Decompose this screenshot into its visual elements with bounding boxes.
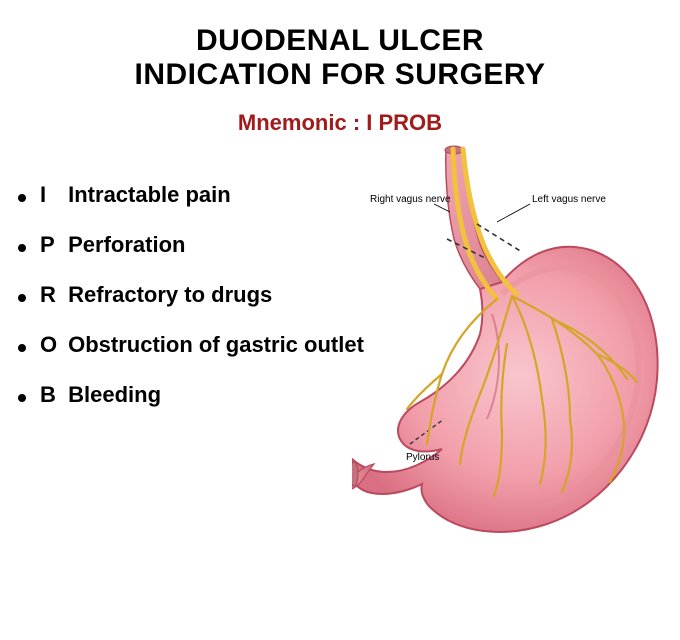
label-left-vagus: Left vagus nerve bbox=[532, 194, 606, 205]
mnemonic: Mnemonic : I PROB bbox=[0, 110, 680, 136]
stomach-diagram: Right vagus nerve Left vagus nerve Pylor… bbox=[352, 144, 672, 564]
bullet-icon bbox=[18, 294, 26, 302]
item-letter: P bbox=[40, 232, 62, 258]
bullet-icon bbox=[18, 244, 26, 252]
mnemonic-code: I PROB bbox=[366, 110, 442, 135]
item-text: I Intractable pain bbox=[40, 182, 231, 208]
item-label: Intractable pain bbox=[68, 182, 231, 207]
mnemonic-prefix: Mnemonic : bbox=[238, 110, 366, 135]
item-text: R Refractory to drugs bbox=[40, 282, 272, 308]
content-area: I Intractable pain P Perforation R Refra… bbox=[0, 164, 680, 604]
item-label: Obstruction of gastric outlet bbox=[68, 332, 364, 357]
item-label: Bleeding bbox=[68, 382, 161, 407]
item-letter: B bbox=[40, 382, 62, 408]
item-letter: O bbox=[40, 332, 62, 358]
title-line-2: INDICATION FOR SURGERY bbox=[0, 58, 680, 92]
title-line-1: DUODENAL ULCER bbox=[0, 24, 680, 58]
item-text: B Bleeding bbox=[40, 382, 161, 408]
label-pylorus: Pylorus bbox=[406, 452, 439, 463]
bullet-icon bbox=[18, 344, 26, 352]
item-letter: R bbox=[40, 282, 62, 308]
title-block: DUODENAL ULCER INDICATION FOR SURGERY Mn… bbox=[0, 0, 680, 136]
label-right-vagus: Right vagus nerve bbox=[370, 194, 451, 205]
stomach-svg bbox=[352, 144, 672, 564]
item-text: P Perforation bbox=[40, 232, 185, 258]
item-text: O Obstruction of gastric outlet bbox=[40, 332, 364, 358]
item-label: Perforation bbox=[68, 232, 185, 257]
item-label: Refractory to drugs bbox=[68, 282, 272, 307]
bullet-icon bbox=[18, 394, 26, 402]
item-letter: I bbox=[40, 182, 62, 208]
bullet-icon bbox=[18, 194, 26, 202]
